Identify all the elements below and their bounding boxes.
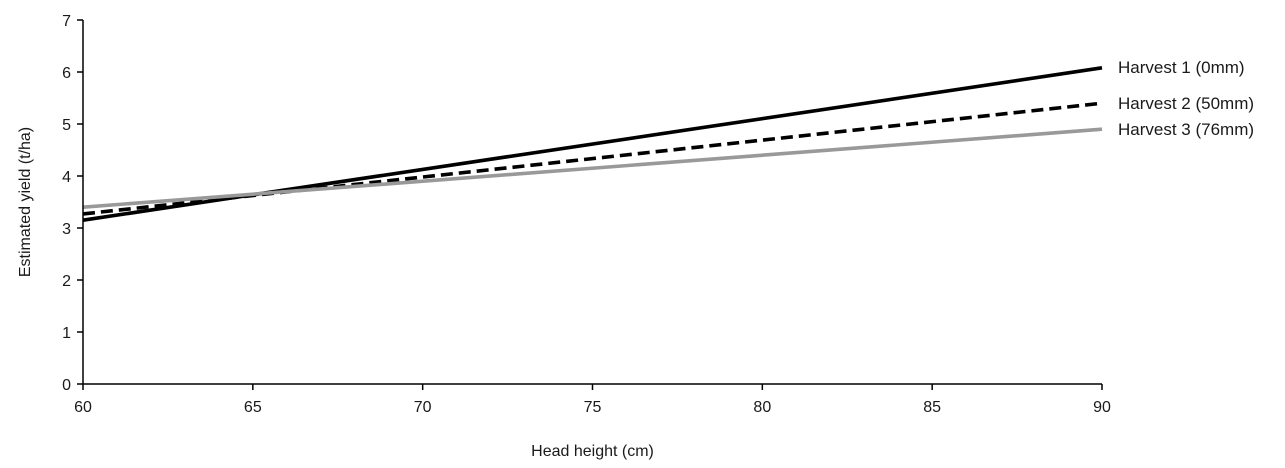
y-tick-label-4: 4 (62, 169, 71, 186)
series-label-1: Harvest 1 (0mm) (1118, 58, 1245, 77)
y-tick-label-5: 5 (62, 117, 71, 134)
y-tick-label-6: 6 (62, 65, 71, 82)
x-axis-title: Head height (cm) (531, 443, 654, 460)
y-tick-label-0: 0 (62, 377, 71, 394)
x-tick-label-65: 65 (244, 399, 262, 416)
x-tick-label-90: 90 (1093, 399, 1111, 416)
ticks-layer: 0 1 2 3 4 5 6 7 60 65 70 75 80 85 90 (62, 13, 1111, 416)
x-tick-label-80: 80 (753, 399, 771, 416)
y-tick-label-7: 7 (62, 13, 71, 30)
x-tick-label-60: 60 (74, 399, 92, 416)
series-layer (82, 66, 1103, 222)
x-tick-label-85: 85 (923, 399, 941, 416)
axes-layer (82, 20, 1102, 385)
series-label-3: Harvest 3 (76mm) (1118, 120, 1254, 139)
series-line-3 (82, 127, 1103, 209)
y-tick-label-2: 2 (62, 273, 71, 290)
y-tick-label-3: 3 (62, 221, 71, 238)
series-labels-layer: Harvest 1 (0mm) Harvest 2 (50mm) Harvest 3… (1118, 58, 1254, 139)
y-tick-label-1: 1 (62, 325, 71, 342)
series-line-2 (82, 101, 1103, 216)
x-tick-label-70: 70 (414, 399, 432, 416)
x-tick-label-75: 75 (584, 399, 602, 416)
y-axis-title: Estimated yield (t/ha) (17, 127, 34, 277)
series-label-2: Harvest 2 (50mm) (1118, 94, 1254, 113)
